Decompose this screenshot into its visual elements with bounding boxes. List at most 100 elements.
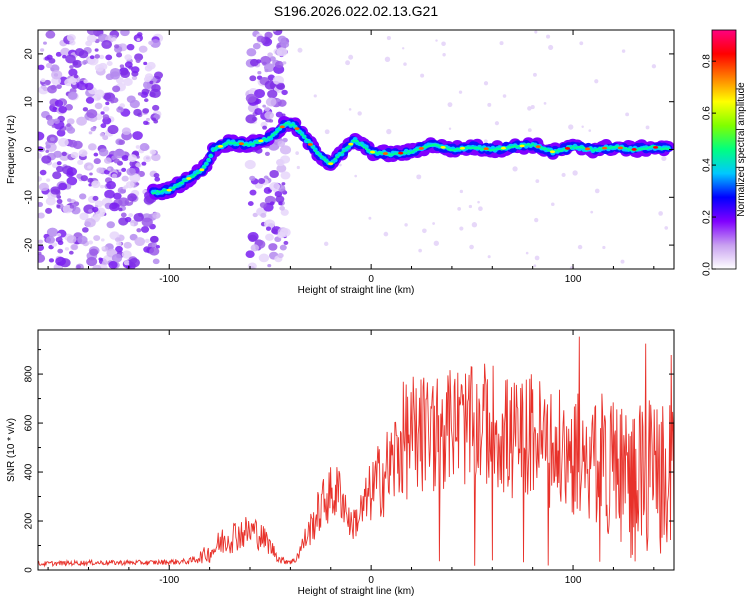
signal-trace-segment	[407, 150, 410, 153]
signal-trace-segment	[626, 148, 630, 151]
signal-hotspot	[652, 145, 659, 149]
noise-blob	[602, 245, 606, 250]
noise-blob	[625, 112, 630, 117]
noise-blob	[38, 64, 45, 71]
y-tick-label: 200	[24, 512, 35, 529]
noise-blob	[67, 198, 72, 202]
noise-blob	[661, 155, 667, 162]
noise-blob	[265, 97, 277, 107]
figure-title: S196.2026.022.02.13.G21	[274, 3, 438, 19]
noise-blob	[134, 53, 144, 61]
noise-blob	[93, 152, 99, 157]
noise-blob	[403, 62, 407, 66]
noise-blob	[260, 212, 267, 218]
signal-trace-segment	[540, 146, 544, 149]
noise-blob	[38, 244, 45, 252]
signal-trace-segment	[153, 191, 157, 195]
noise-blob	[116, 106, 124, 113]
noise-blob	[525, 251, 529, 255]
noise-blob	[91, 206, 99, 213]
noise-blob	[280, 40, 290, 49]
signal-hotspot	[238, 142, 244, 146]
signal-trace-segment	[629, 148, 632, 152]
signal-trace-segment	[364, 147, 368, 151]
signal-trace-segment	[615, 145, 619, 148]
noise-blob	[245, 93, 257, 103]
signal-trace-segment	[404, 152, 408, 155]
snr-panel: -100 0 100 0 200 400 600 800 Height of straight…	[6, 329, 675, 597]
signal-hotspot	[601, 146, 608, 150]
noise-blob	[128, 213, 134, 218]
noise-blob	[153, 119, 159, 124]
noise-blob	[38, 202, 44, 208]
noise-blob	[281, 89, 288, 96]
signal-trace-segment	[475, 146, 479, 150]
noise-blob	[89, 172, 93, 176]
noise-blob	[113, 192, 122, 200]
noise-blob	[96, 167, 104, 174]
noise-blob	[115, 245, 123, 253]
signal-trace-segment	[178, 181, 182, 185]
noise-blob	[551, 202, 555, 207]
y-tick-label: 0	[24, 567, 35, 573]
noise-blob	[133, 108, 142, 117]
noise-blob	[152, 258, 160, 265]
noise-blob	[262, 125, 268, 130]
signal-trace-segment	[173, 185, 177, 189]
signal-trace-segment	[387, 153, 390, 156]
signal-trace-segment	[209, 154, 213, 157]
signal-trace-segment	[320, 155, 324, 159]
noise-blob	[151, 242, 158, 248]
signal-hotspot	[369, 150, 376, 154]
noise-blob	[149, 149, 157, 155]
signal-trace-segment	[276, 130, 279, 133]
noise-blob	[89, 55, 95, 60]
noise-blob	[123, 77, 133, 86]
noise-blob	[144, 238, 150, 243]
y-tick-label: -10	[24, 190, 35, 205]
noise-blob	[105, 54, 113, 61]
noise-blob	[123, 241, 132, 249]
noise-blob	[276, 98, 281, 102]
noise-blob	[55, 256, 66, 266]
signal-hotspot	[166, 188, 172, 192]
noise-blob	[561, 172, 566, 178]
noise-blob	[55, 51, 62, 57]
noise-blob	[268, 243, 278, 251]
signal-trace-segment	[358, 142, 362, 145]
noise-blob	[105, 42, 110, 46]
signal-trace-segment	[271, 133, 275, 137]
y-tick-label: 800	[24, 365, 35, 382]
noise-blob	[86, 34, 97, 43]
noise-blob	[58, 182, 68, 191]
noise-blob	[121, 250, 132, 259]
signal-trace-segment	[427, 145, 430, 148]
noise-blob	[250, 59, 259, 67]
noise-blob	[106, 221, 115, 229]
signal-trace-segment	[658, 146, 661, 149]
signal-trace-segment	[638, 147, 641, 150]
signal-hotspot	[617, 146, 624, 150]
noise-blob	[279, 145, 292, 155]
noise-blob	[82, 107, 89, 112]
signal-trace-segment	[158, 190, 162, 194]
noise-blob	[140, 91, 149, 98]
noise-blob	[65, 54, 76, 64]
noise-blob	[116, 241, 122, 247]
noise-blob	[88, 131, 93, 135]
signal-trace-segment	[646, 146, 650, 149]
signal-trace-segment	[493, 148, 497, 151]
signal-trace-segment	[555, 149, 559, 152]
noise-blob	[108, 261, 118, 269]
signal-trace-segment	[469, 146, 473, 150]
noise-blob	[279, 244, 287, 251]
signal-trace-segment	[422, 145, 426, 148]
noise-blob	[133, 222, 138, 226]
signal-trace-segment	[560, 149, 564, 152]
noise-blob	[91, 180, 101, 189]
noise-blob	[111, 173, 118, 179]
noise-blob	[94, 48, 99, 52]
noise-blob	[276, 47, 288, 57]
noise-blob	[137, 92, 143, 96]
noise-blob	[111, 37, 117, 42]
